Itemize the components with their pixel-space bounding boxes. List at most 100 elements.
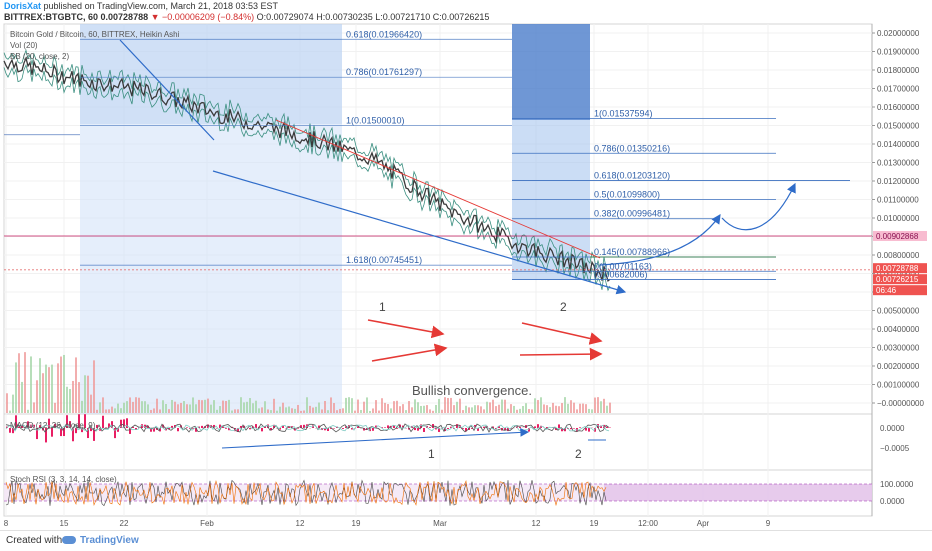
rsi-indicator-label[interactable]: Stoch RSI (3, 3, 14, 14, close) [10,475,117,484]
volume-bar [432,411,434,413]
macd-histogram-bar [456,424,458,428]
volume-bar [243,402,245,413]
vol-indicator-label[interactable]: Vol (20) [10,41,38,50]
macd-indicator-label[interactable]: MACD (12, 26, close, 9) [10,421,95,430]
volume-bar [411,407,413,413]
volume-bar [441,410,443,413]
volume-bar [303,410,305,413]
volume-bar [111,407,113,413]
volume-bar [42,373,44,413]
volume-bar [318,403,320,413]
macd-wave-label-1: 1 [428,447,435,461]
red-arrow [372,348,446,361]
volume-bar [6,393,8,413]
volume-bar [456,402,458,413]
volume-bar [606,406,608,413]
volume-bar [510,404,512,413]
volume-bar [93,360,95,413]
volume-bar [531,409,533,413]
macd-histogram-bar [177,428,179,431]
indicator-series [4,414,872,506]
macd-histogram-bar [261,428,263,431]
volume-bar [369,411,371,413]
volume-bar [192,397,194,413]
price-tick-label: 0.01300000 [877,159,920,168]
price-badge-label: 0.00726215 [876,275,919,284]
volume-bar [36,380,38,413]
volume-bar [240,397,242,413]
volume-bar [171,400,173,413]
red-arrow [520,354,601,355]
volume-bar [429,409,431,413]
volume-bar [501,400,503,413]
volume-bar [423,406,425,413]
volume-bar [384,403,386,413]
volume-bar [597,397,599,413]
fib-zone-right-upper [512,24,590,120]
volume-bar [276,411,278,413]
bb-indicator-label[interactable]: BB (20, close, 2) [10,52,69,61]
volume-bar [516,410,518,413]
volume-bar [138,398,140,413]
volume-bar [252,403,254,413]
volume-bar [393,401,395,413]
volume-bar [306,397,308,413]
macd-tick-label: 0.0000 [880,424,905,433]
volume-bar [495,406,497,413]
price-tick-label: 0.01700000 [877,85,920,94]
volume-bar [489,402,491,413]
volume-bar [543,404,545,413]
macd-histogram-bar [519,427,521,428]
tradingview-logo-link[interactable]: TradingView [80,535,139,546]
rsi-tick-label: 0.0000 [880,497,905,506]
volume-bar [288,407,290,413]
volume-bar [477,405,479,413]
volume-bar [33,402,35,413]
volume-bar [567,404,569,413]
volume-bar [270,410,272,413]
volume-bar [174,402,176,413]
macd-histogram-bar [414,428,416,430]
volume-bar [144,401,146,413]
volume-bar [297,405,299,413]
volume-bar [75,357,77,413]
volume-bar [570,400,572,413]
price-chart[interactable]: 0.618(0.01966420)0.786(0.01761297)1(0.01… [0,0,932,530]
volume-bar [546,405,548,413]
price-badge-label: 0.00902868 [876,232,919,241]
volume-bar [123,403,125,413]
volume-bar [180,403,182,413]
volume-bar [204,400,206,413]
macd-histogram-bar [573,428,575,429]
volume-bar [312,408,314,413]
volume-bar [27,410,29,413]
volume-bar [585,404,587,413]
time-tick-label: 12 [296,519,305,528]
volume-bar [90,395,92,413]
volume-bar [360,410,362,413]
time-tick-label: 15 [60,519,69,528]
price-tick-label: −0.00000000 [877,399,924,408]
volume-bar [396,401,398,413]
volume-bar [285,407,287,413]
volume-bar [492,400,494,413]
price-tick-label: 0.01600000 [877,103,920,112]
volume-bar [519,409,521,413]
volume-bar [522,406,524,413]
volume-bar [153,408,155,413]
time-tick-label: Feb [200,519,214,528]
price-badge-label: 0.00728788 [876,264,919,273]
volume-bar [198,400,200,413]
volume-bar [141,401,143,413]
volume-bar [213,400,215,413]
created-with-label: Created with [6,535,62,546]
macd-histogram-bar [447,428,449,429]
volume-bar [471,407,473,413]
volume-bar [300,411,302,413]
volume-bar [132,402,134,413]
macd-histogram-bar [585,428,587,431]
volume-bar [564,397,566,413]
volume-bar [552,403,554,413]
macd-histogram-bar [429,427,431,428]
fib-right-label: 1(0.01537594) [594,108,653,118]
